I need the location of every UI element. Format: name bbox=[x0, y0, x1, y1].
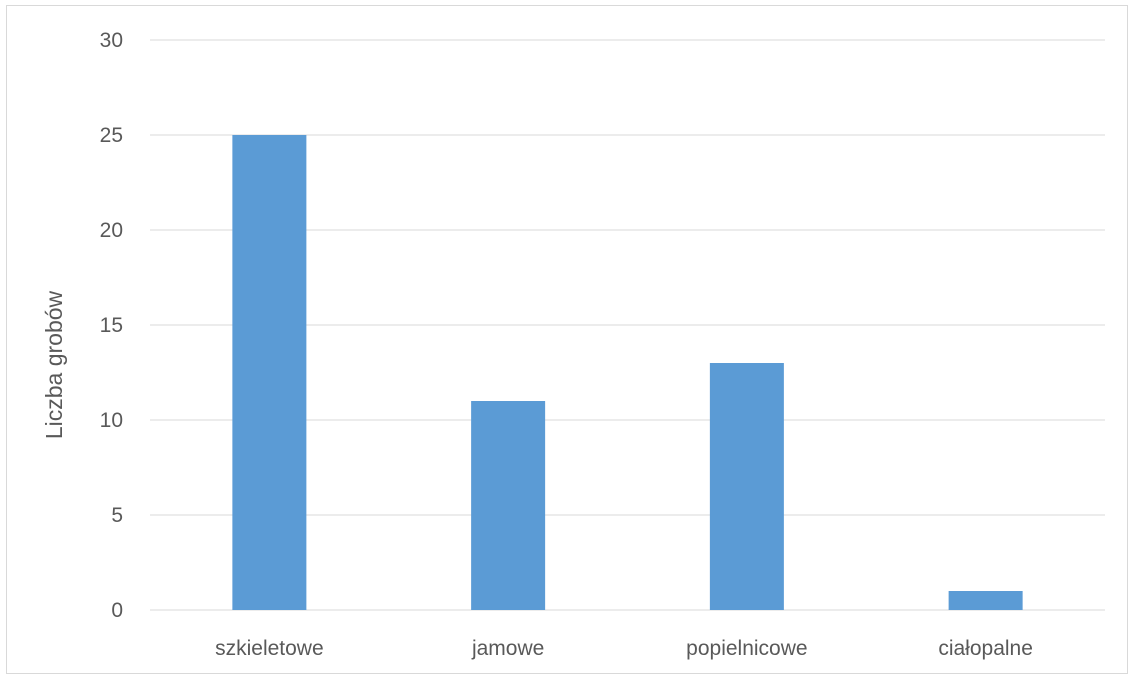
x-tick-label: szkieletowe bbox=[215, 637, 324, 660]
y-axis-tick-labels: 0 5 10 15 20 25 30 bbox=[100, 29, 123, 622]
bars bbox=[232, 135, 1023, 610]
bar-ciałopalne bbox=[948, 591, 1023, 610]
y-tick-label: 5 bbox=[111, 504, 123, 527]
x-tick-label: jamowe bbox=[471, 637, 544, 660]
y-tick-label: 10 bbox=[100, 409, 123, 432]
gridlines bbox=[150, 39, 1105, 611]
x-tick-label: popielnicowe bbox=[686, 637, 807, 660]
x-axis-tick-labels: szkieletowe jamowe popielnicowe ciałopalne bbox=[215, 637, 1033, 660]
y-tick-label: 20 bbox=[100, 219, 123, 242]
y-axis-title: Liczba grobów bbox=[41, 290, 67, 439]
bar-jamowe bbox=[471, 401, 546, 610]
y-tick-label: 30 bbox=[100, 29, 123, 52]
y-tick-label: 25 bbox=[100, 124, 123, 147]
x-tick-label: ciałopalne bbox=[938, 637, 1033, 660]
y-tick-label: 15 bbox=[100, 314, 123, 337]
bar-popielnicowe bbox=[709, 363, 784, 610]
chart-area bbox=[6, 5, 1128, 674]
y-tick-label: 0 bbox=[111, 599, 123, 622]
bar-szkieletowe bbox=[232, 135, 307, 610]
